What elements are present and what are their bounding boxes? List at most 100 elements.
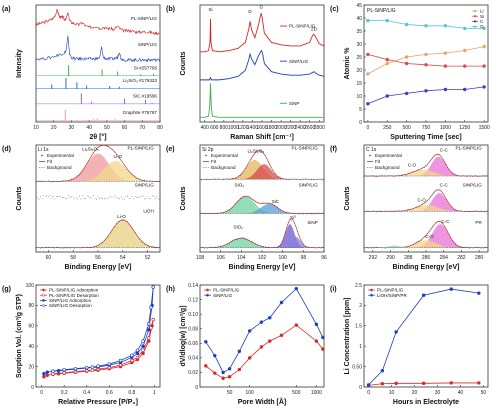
fit-component [36, 219, 160, 248]
experimental-point [393, 211, 394, 213]
data-point [424, 52, 428, 57]
experimental-point [428, 161, 430, 163]
experimental-point [94, 246, 96, 247]
x-tick-label: 0.8 [128, 390, 135, 396]
y-tick-label: 10 [356, 94, 362, 100]
experimental-point [106, 197, 108, 199]
experimental-point [278, 245, 280, 247]
peak-annotation: C-C [440, 183, 449, 188]
experimental-point [475, 210, 476, 212]
panel-tag: (h) [166, 286, 175, 293]
experimental-point [439, 189, 441, 191]
legend-marker [42, 293, 45, 297]
legend-entry: C [480, 19, 484, 24]
experimental-point [57, 246, 59, 248]
experimental-point [244, 238, 246, 240]
experimental-point [85, 247, 86, 249]
data-point [366, 383, 371, 387]
experimental-point [284, 212, 286, 213]
data-point [130, 353, 134, 358]
experimental-point [407, 209, 408, 210]
data-point [380, 368, 385, 373]
experimental-point [142, 179, 144, 181]
experimental-point [453, 241, 455, 243]
experimental-point [306, 178, 308, 180]
experimental-point [275, 206, 277, 207]
data-point [385, 57, 389, 62]
legend-entry: Experimental [211, 153, 238, 158]
experimental-point [274, 172, 275, 174]
x-tick-label: 290 [386, 255, 395, 261]
peak-annotation: Si [208, 7, 212, 12]
experimental-point [275, 174, 277, 175]
experimental-point [119, 158, 121, 159]
experimental-point [236, 239, 238, 240]
fit-component [36, 153, 160, 182]
experimental-point [247, 195, 249, 197]
series-label: SiNP/LIG [138, 42, 158, 47]
experimental-point [249, 161, 250, 163]
x-tick-label: 280 [475, 255, 484, 261]
experimental-point [422, 167, 424, 168]
series-line [200, 49, 325, 81]
experimental-point [236, 201, 238, 203]
panel-8: 0 10 20 30 40 50 0 0.50 1 1.5 2 2.5 Hours in Electro… [330, 283, 489, 406]
experimental-point [210, 246, 212, 248]
experimental-point [465, 210, 467, 212]
spectrum-region-label: C 1s [366, 147, 377, 153]
experimental-point [113, 150, 114, 152]
experimental-point [301, 179, 303, 180]
y-tick-label: 35 [356, 29, 362, 35]
x-tick-label: 288 [404, 255, 413, 261]
experimental-point [380, 175, 382, 176]
legend-entry: Background [375, 165, 400, 170]
experimental-point [110, 147, 111, 149]
y-tick-label: 0.04 [188, 356, 198, 362]
experimental-point [422, 237, 424, 239]
experimental-point [417, 240, 419, 242]
experimental-point [150, 246, 152, 248]
experimental-point [85, 165, 86, 167]
experimental-point [128, 223, 130, 225]
data-point [42, 375, 46, 379]
legend-entry: Fit [47, 159, 53, 164]
y-tick-label: 30 [356, 42, 362, 48]
experimental-point [54, 247, 55, 249]
y-axis-label: Counts [344, 186, 351, 210]
data-point [237, 367, 242, 372]
panel-tag: (e) [166, 146, 175, 153]
experimental-point [97, 146, 99, 148]
experimental-point [319, 246, 320, 248]
experimental-point [428, 198, 430, 200]
experimental-point [122, 220, 124, 221]
experimental-point [216, 246, 218, 248]
experimental-point [65, 198, 66, 199]
experimental-point [448, 168, 450, 170]
y-tick-label: 0.02 [188, 370, 198, 376]
experimental-point [40, 247, 42, 249]
experimental-point [450, 171, 452, 173]
experimental-point [306, 246, 308, 248]
fit-component [200, 203, 324, 214]
experimental-point [257, 244, 258, 246]
experimental-point [408, 246, 410, 248]
experimental-point [274, 246, 275, 248]
panel-tag: (d) [2, 146, 11, 153]
experimental-point [142, 195, 144, 197]
data-point [385, 61, 389, 66]
experimental-point [232, 206, 233, 208]
experimental-point [158, 198, 159, 200]
experimental-point [478, 211, 480, 212]
y-axis-label: Li Concentration [ppm] [344, 298, 351, 375]
experimental-point [473, 210, 475, 212]
experimental-point [116, 223, 117, 224]
data-point [443, 51, 448, 55]
series-line [200, 83, 324, 118]
x-tick-label: 0 [366, 125, 369, 131]
experimental-point [243, 171, 244, 173]
experimental-point [430, 228, 431, 230]
experimental-point [261, 203, 263, 205]
experimental-point [363, 176, 365, 177]
experimental-point [145, 198, 147, 200]
experimental-point [455, 244, 456, 245]
